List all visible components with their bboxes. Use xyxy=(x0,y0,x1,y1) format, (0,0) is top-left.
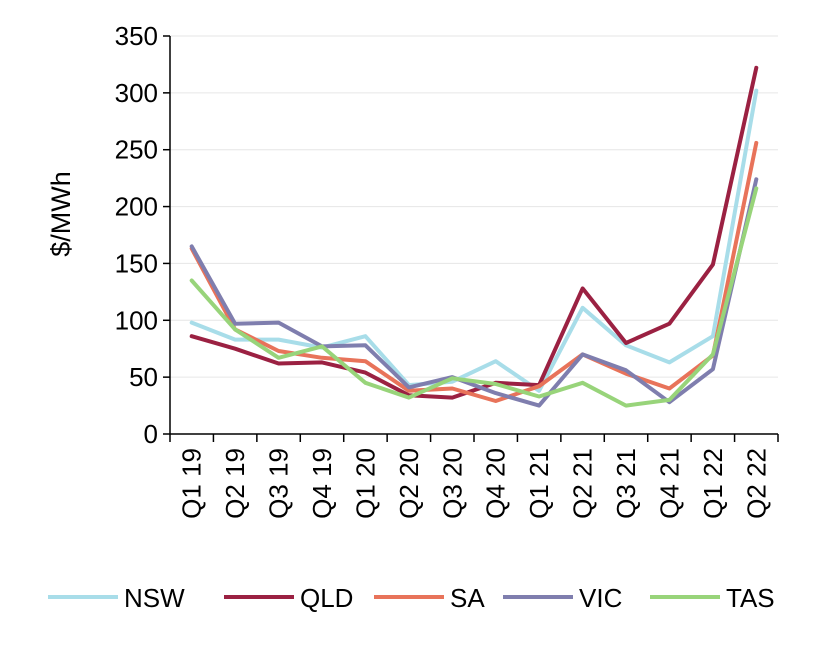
legend: NSW QLD SA VIC TAS xyxy=(48,583,775,613)
series-line-nsw xyxy=(189,88,759,393)
x-tick-label: Q4 21 xyxy=(654,448,684,519)
x-tick-label: Q4 19 xyxy=(307,448,337,519)
series-line-qld xyxy=(189,65,759,400)
x-tick-label: Q2 19 xyxy=(220,448,250,519)
y-axis-title: $/MWh xyxy=(46,171,76,257)
x-tick-label: Q1 20 xyxy=(350,448,380,519)
series-line-sa xyxy=(189,140,759,403)
y-tick-label: 350 xyxy=(115,21,158,51)
y-tick-label: 300 xyxy=(115,78,158,108)
x-tick-label: Q2 21 xyxy=(568,448,598,519)
x-tick-label: Q3 19 xyxy=(264,448,294,519)
y-axis-ticks: 0 50 100 150 200 250 300 350 xyxy=(115,21,170,449)
legend-label-nsw: NSW xyxy=(124,583,185,613)
x-tick-label: Q2 20 xyxy=(394,448,424,519)
y-tick-label: 150 xyxy=(115,248,158,278)
y-tick-label: 100 xyxy=(115,305,158,335)
x-tick-label: Q3 21 xyxy=(611,448,641,519)
y-tick-label: 200 xyxy=(115,192,158,222)
series-line-vic xyxy=(189,177,759,408)
series-lines xyxy=(189,65,759,408)
x-axis-ticks: Q1 19 Q2 19 Q3 19 Q4 19 Q1 20 Q2 20 Q3 20 Q4 20… xyxy=(169,434,779,519)
x-tick-label: Q3 20 xyxy=(437,448,467,519)
series-line-tas xyxy=(189,186,759,408)
x-tick-label: Q4 20 xyxy=(481,448,511,519)
gridlines xyxy=(170,35,778,378)
y-tick-label: 50 xyxy=(129,362,158,392)
y-tick-label: 250 xyxy=(115,135,158,165)
x-tick-label: Q1 21 xyxy=(524,448,554,519)
legend-label-vic: VIC xyxy=(579,583,622,613)
y-tick-label: 0 xyxy=(144,419,158,449)
x-tick-label: Q1 19 xyxy=(177,448,207,519)
legend-label-sa: SA xyxy=(450,583,485,613)
legend-label-tas: TAS xyxy=(726,583,775,613)
x-tick-label: Q1 22 xyxy=(698,448,728,519)
legend-label-qld: QLD xyxy=(300,583,353,613)
x-tick-label: Q2 22 xyxy=(741,448,771,519)
